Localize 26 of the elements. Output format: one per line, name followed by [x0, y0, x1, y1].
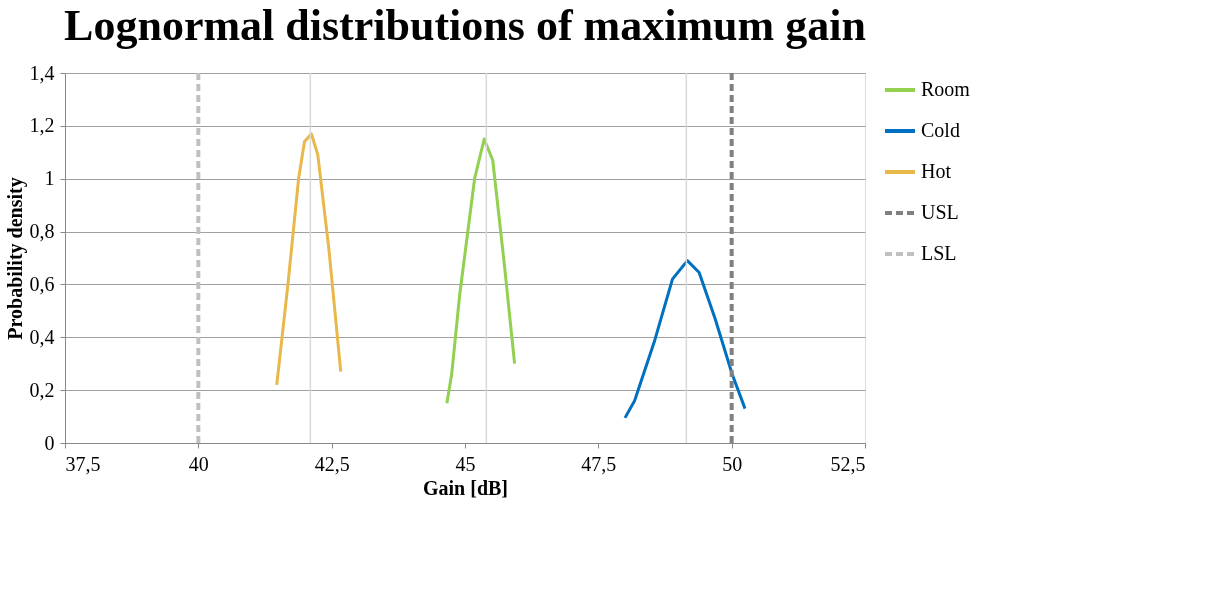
legend-label: LSL [921, 242, 957, 264]
line-series [623, 259, 747, 420]
legend-label: Room [921, 78, 971, 100]
x-tick-label: 37,5 [65, 452, 101, 475]
legend-label: Cold [921, 119, 960, 141]
x-axis-title: Gain [dB] [422, 476, 509, 499]
x-tick-label: 50 [722, 452, 743, 475]
legend-label: Hot [921, 160, 952, 182]
y-tick-label: 0,8 [29, 220, 55, 243]
y-tick-label: 0,4 [29, 325, 55, 348]
y-tick-label: 0,6 [29, 272, 55, 295]
x-tick-label: 47,5 [581, 452, 617, 475]
x-tick-label: 52,5 [830, 452, 866, 475]
x-tick-label: 40 [188, 452, 209, 475]
y-tick-label: 1,4 [29, 61, 55, 84]
x-tick-label: 42,5 [314, 452, 350, 475]
x-tick-label: 45 [455, 452, 476, 475]
legend-label: USL [921, 201, 959, 223]
y-tick-label: 0,2 [29, 378, 55, 401]
y-tick-label: 0 [44, 431, 55, 454]
y-tick-label: 1 [44, 167, 55, 190]
chart-title: Lognormal distributions of maximum gain [64, 1, 866, 50]
line-series [275, 132, 343, 387]
line-series [445, 137, 517, 405]
y-tick-label: 1,2 [29, 114, 55, 137]
y-axis-title: Probability density [3, 177, 27, 340]
